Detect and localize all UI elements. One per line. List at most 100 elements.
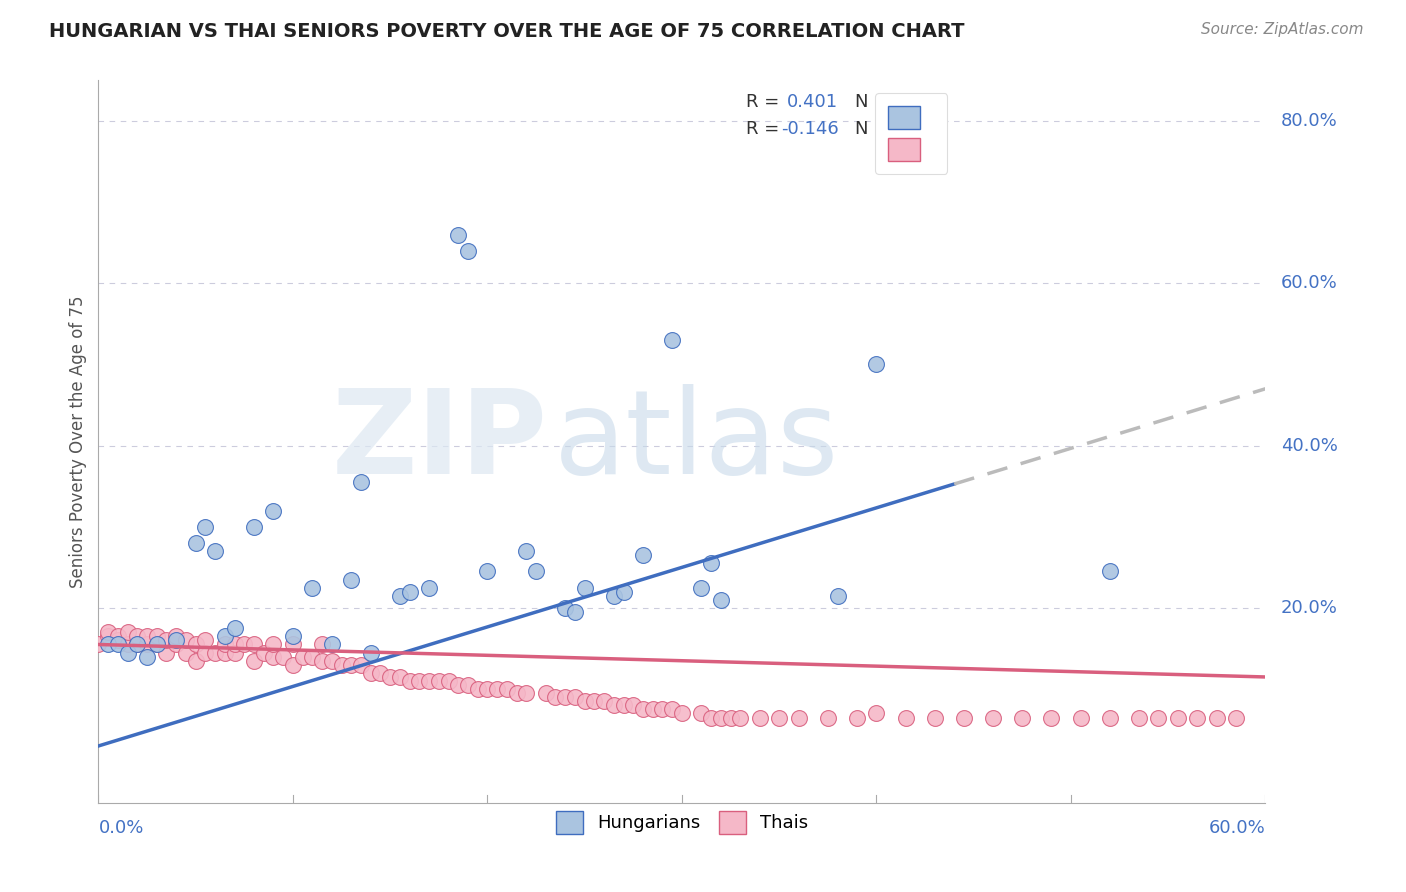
Point (574, 581, 596, 595)
Point (224, 621, 246, 635)
Point (117, 625, 139, 640)
Point (496, 682, 519, 697)
Point (281, 657, 304, 672)
Legend: Hungarians, Thais: Hungarians, Thais (546, 801, 818, 845)
Point (690, 706, 713, 721)
Point (136, 629, 159, 643)
Point (194, 646, 217, 660)
Point (253, 646, 276, 660)
Point (787, 710, 810, 724)
Point (380, 670, 402, 684)
Point (194, 633, 217, 648)
Point (214, 638, 236, 652)
Text: atlas: atlas (554, 384, 839, 499)
Point (204, 646, 226, 660)
Point (720, 710, 742, 724)
Point (184, 654, 207, 668)
Point (1040, 710, 1063, 724)
Point (155, 633, 177, 648)
Point (87, 638, 110, 652)
Point (330, 657, 353, 672)
Point (515, 544, 537, 558)
Point (1070, 710, 1092, 724)
Point (281, 638, 304, 652)
Point (262, 503, 284, 517)
Point (447, 678, 470, 692)
Point (1205, 710, 1227, 724)
Point (136, 638, 159, 652)
Point (350, 475, 373, 490)
Point (214, 646, 236, 660)
Text: HUNGARIAN VS THAI SENIORS POVERTY OVER THE AGE OF 75 CORRELATION CHART: HUNGARIAN VS THAI SENIORS POVERTY OVER T… (49, 22, 965, 41)
Point (340, 573, 363, 587)
Point (360, 646, 382, 660)
Point (613, 584, 636, 599)
Point (165, 629, 187, 643)
Point (486, 682, 509, 697)
Point (515, 686, 537, 700)
Point (271, 649, 294, 664)
Text: 60.0%: 60.0% (1281, 274, 1337, 293)
Text: N =: N = (855, 93, 889, 111)
Point (311, 638, 333, 652)
Point (388, 589, 411, 603)
Point (574, 694, 596, 708)
Text: 102: 102 (886, 120, 921, 137)
Point (398, 584, 420, 599)
Point (447, 227, 470, 242)
Point (817, 710, 839, 724)
Point (321, 638, 343, 652)
Point (505, 686, 527, 700)
Text: 20.0%: 20.0% (1281, 599, 1339, 617)
Point (457, 244, 479, 258)
Point (127, 638, 149, 652)
Point (388, 670, 411, 684)
Point (204, 544, 226, 558)
Text: ZIP: ZIP (332, 384, 548, 499)
Point (97, 638, 120, 652)
Point (340, 657, 363, 672)
Point (1147, 710, 1170, 724)
Point (651, 702, 673, 716)
Point (457, 678, 479, 692)
Point (924, 710, 946, 724)
Text: R =: R = (747, 120, 779, 137)
Point (146, 629, 169, 643)
Text: R =: R = (747, 93, 779, 111)
Point (477, 682, 499, 697)
Point (583, 694, 606, 708)
Point (846, 710, 869, 724)
Point (544, 690, 567, 705)
Point (603, 698, 626, 713)
Point (214, 629, 236, 643)
Point (768, 710, 790, 724)
Point (710, 592, 733, 607)
Point (671, 706, 693, 721)
Point (146, 638, 169, 652)
Text: 41: 41 (889, 93, 911, 111)
Point (174, 646, 197, 660)
Point (564, 690, 586, 705)
Point (408, 673, 430, 688)
Point (311, 654, 333, 668)
Point (827, 589, 849, 603)
Point (427, 673, 450, 688)
Point (437, 673, 460, 688)
Point (865, 358, 887, 372)
Point (360, 665, 382, 680)
Point (184, 536, 207, 550)
Point (194, 520, 217, 534)
Point (631, 548, 654, 562)
Point (1098, 565, 1121, 579)
Text: 0.401: 0.401 (787, 93, 838, 111)
Point (243, 654, 266, 668)
Point (370, 665, 392, 680)
Point (524, 565, 547, 579)
Point (321, 654, 343, 668)
Point (661, 333, 683, 347)
Text: 0.0%: 0.0% (98, 819, 143, 837)
Point (467, 682, 489, 697)
Point (981, 710, 1004, 724)
Point (730, 710, 752, 724)
Point (1187, 710, 1209, 724)
